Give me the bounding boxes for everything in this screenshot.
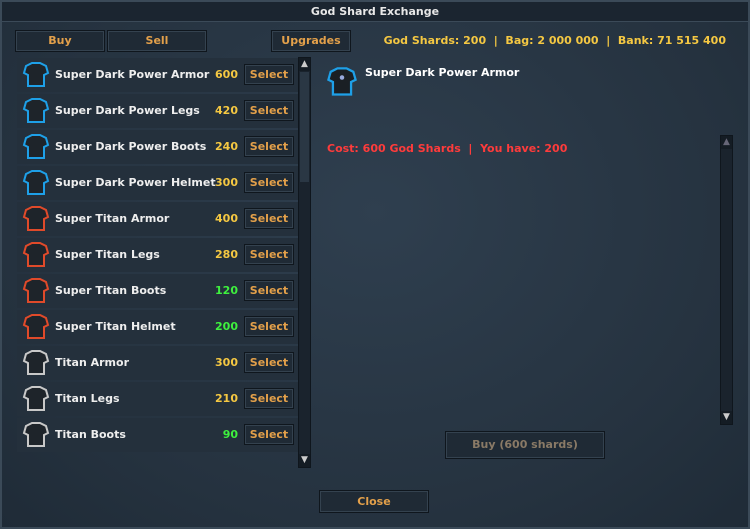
buy-shards-button[interactable]: Buy (600 shards) bbox=[445, 431, 605, 459]
list-item: Titan Armor 300 Select bbox=[17, 346, 298, 380]
item-price: 300 bbox=[215, 176, 238, 189]
detail-item-name: Super Dark Power Armor bbox=[365, 66, 520, 79]
list-item: Super Dark Power Armor 600 Select bbox=[17, 58, 298, 92]
titan-helmet-icon bbox=[21, 312, 51, 342]
legs-icon bbox=[21, 384, 51, 414]
item-price: 90 bbox=[222, 428, 238, 441]
dark-armor-icon bbox=[21, 60, 51, 90]
list-scrollbar[interactable]: ▲ ▼ bbox=[298, 57, 311, 468]
scroll-up-icon[interactable]: ▲ bbox=[299, 58, 310, 71]
item-name: Super Titan Helmet bbox=[55, 320, 176, 333]
armor-icon bbox=[21, 348, 51, 378]
select-button[interactable]: Select bbox=[244, 352, 294, 373]
item-price: 120 bbox=[215, 284, 238, 297]
item-price: 280 bbox=[215, 248, 238, 261]
item-name: Super Dark Power Boots bbox=[55, 140, 207, 153]
list-item: Titan Legs 210 Select bbox=[17, 382, 298, 416]
dark-helmet-icon bbox=[21, 168, 51, 198]
item-name: Titan Boots bbox=[55, 428, 126, 441]
tab-sell[interactable]: Sell bbox=[107, 30, 207, 52]
window-title: God Shard Exchange bbox=[2, 2, 748, 22]
list-item: Super Titan Helmet 200 Select bbox=[17, 310, 298, 344]
list-item: Super Dark Power Helmet 300 Select bbox=[17, 166, 298, 200]
dark-boots-icon bbox=[21, 132, 51, 162]
item-name: Titan Armor bbox=[55, 356, 129, 369]
select-button[interactable]: Select bbox=[244, 208, 294, 229]
titan-boots-icon bbox=[21, 276, 51, 306]
scroll-down-icon[interactable]: ▼ bbox=[721, 411, 732, 424]
list-item: Super Titan Boots 120 Select bbox=[17, 274, 298, 308]
list-item: Super Titan Legs 280 Select bbox=[17, 238, 298, 272]
item-name: Super Titan Legs bbox=[55, 248, 160, 261]
select-button[interactable]: Select bbox=[244, 244, 294, 265]
tab-upgrades[interactable]: Upgrades bbox=[271, 30, 351, 52]
select-button[interactable]: Select bbox=[244, 280, 294, 301]
select-button[interactable]: Select bbox=[244, 136, 294, 157]
scroll-down-icon[interactable]: ▼ bbox=[299, 454, 310, 467]
item-price: 200 bbox=[215, 320, 238, 333]
titan-legs-icon bbox=[21, 240, 51, 270]
currency-status: God Shards: 200 | Bag: 2 000 000 | Bank:… bbox=[383, 34, 726, 47]
scroll-up-icon[interactable]: ▲ bbox=[721, 136, 732, 149]
detail-scrollbar[interactable]: ▲ ▼ bbox=[720, 135, 733, 425]
select-button[interactable]: Select bbox=[244, 64, 294, 85]
select-button[interactable]: Select bbox=[244, 388, 294, 409]
item-price: 400 bbox=[215, 212, 238, 225]
item-list: Super Dark Power Armor 600 Select Super … bbox=[17, 57, 298, 468]
titan-armor-icon bbox=[21, 204, 51, 234]
item-price: 240 bbox=[215, 140, 238, 153]
list-item: Super Titan Armor 400 Select bbox=[17, 202, 298, 236]
select-button[interactable]: Select bbox=[244, 172, 294, 193]
item-name: Super Titan Armor bbox=[55, 212, 170, 225]
item-name: Super Dark Power Armor bbox=[55, 68, 210, 81]
item-name: Super Dark Power Helmet bbox=[55, 176, 216, 189]
select-button[interactable]: Select bbox=[244, 316, 294, 337]
boots-icon bbox=[21, 420, 51, 450]
list-item: Super Dark Power Legs 420 Select bbox=[17, 94, 298, 128]
select-button[interactable]: Select bbox=[244, 100, 294, 121]
item-price: 300 bbox=[215, 356, 238, 369]
tab-buy[interactable]: Buy bbox=[15, 30, 105, 52]
item-name: Titan Legs bbox=[55, 392, 120, 405]
cost-text: Cost: 600 God Shards | You have: 200 bbox=[327, 142, 568, 155]
dark-legs-icon bbox=[21, 96, 51, 126]
scroll-thumb[interactable] bbox=[300, 72, 309, 182]
dark-armor-icon bbox=[324, 65, 360, 99]
item-name: Super Titan Boots bbox=[55, 284, 167, 297]
close-button[interactable]: Close bbox=[319, 490, 429, 513]
item-price: 600 bbox=[215, 68, 238, 81]
item-price: 420 bbox=[215, 104, 238, 117]
list-item: Super Dark Power Boots 240 Select bbox=[17, 130, 298, 164]
list-item: Titan Boots 90 Select bbox=[17, 418, 298, 452]
select-button[interactable]: Select bbox=[244, 424, 294, 445]
item-name: Super Dark Power Legs bbox=[55, 104, 200, 117]
item-price: 210 bbox=[215, 392, 238, 405]
